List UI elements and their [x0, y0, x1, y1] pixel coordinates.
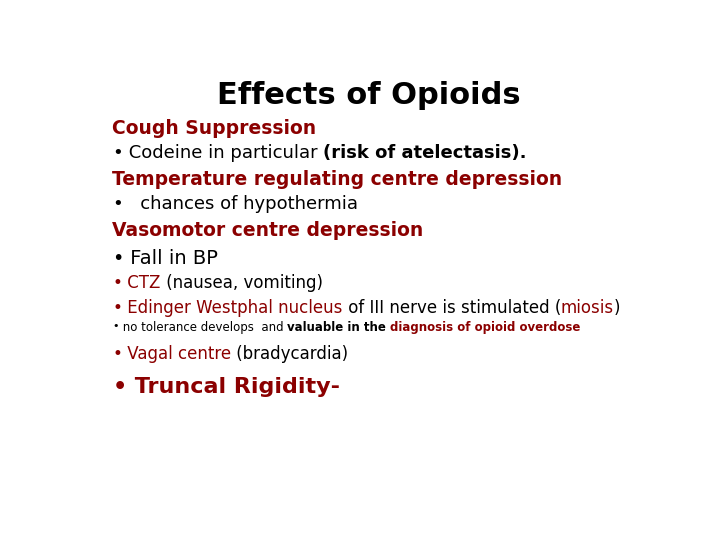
Text: •: •: [112, 377, 127, 397]
Text: •: •: [112, 274, 122, 292]
Text: valuable in the: valuable in the: [287, 321, 390, 334]
Text: ): ): [614, 299, 621, 317]
Text: Temperature regulating centre depression: Temperature regulating centre depression: [112, 170, 562, 188]
Text: Cough Suppression: Cough Suppression: [112, 119, 317, 138]
Text: no tolerance develops  and: no tolerance develops and: [119, 321, 287, 334]
Text: (risk of atelectasis).: (risk of atelectasis).: [323, 144, 527, 162]
Text: Effects of Opioids: Effects of Opioids: [217, 82, 521, 111]
Text: diagnosis of opioid overdose: diagnosis of opioid overdose: [390, 321, 580, 334]
Text: CTZ: CTZ: [122, 274, 161, 292]
Text: •: •: [112, 144, 123, 162]
Text: (bradycardia): (bradycardia): [231, 346, 348, 363]
Text: Edinger Westphal nucleus: Edinger Westphal nucleus: [122, 299, 343, 317]
Text: •: •: [112, 299, 122, 317]
Text: Vagal centre: Vagal centre: [122, 346, 231, 363]
Text: chances of hypothermia: chances of hypothermia: [123, 194, 358, 213]
Text: Codeine in particular: Codeine in particular: [123, 144, 323, 162]
Text: Vasomotor centre depression: Vasomotor centre depression: [112, 221, 423, 240]
Text: Truncal Rigidity-: Truncal Rigidity-: [127, 377, 340, 397]
Text: •: •: [112, 248, 124, 268]
Text: •: •: [112, 194, 123, 213]
Text: miosis: miosis: [561, 299, 614, 317]
Text: (nausea, vomiting): (nausea, vomiting): [161, 274, 323, 292]
Text: Fall in BP: Fall in BP: [124, 248, 217, 268]
Text: •: •: [112, 321, 119, 330]
Text: •: •: [112, 346, 122, 363]
Text: of III nerve is stimulated (: of III nerve is stimulated (: [343, 299, 561, 317]
